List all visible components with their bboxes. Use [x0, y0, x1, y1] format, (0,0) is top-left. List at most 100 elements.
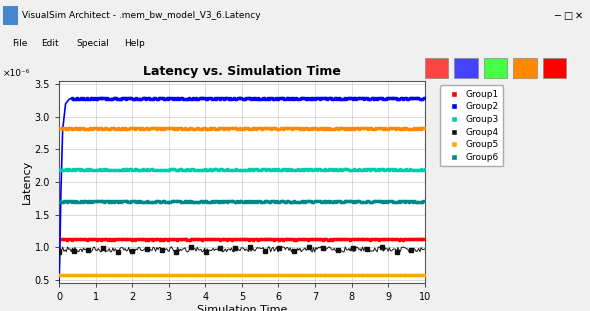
FancyBboxPatch shape: [484, 58, 507, 78]
Group3: [112, 168, 119, 172]
Group4: [408, 248, 415, 252]
Text: File: File: [12, 39, 27, 48]
Group5: [55, 273, 63, 276]
Group1: [361, 238, 368, 241]
Line: Group3: Group3: [58, 168, 426, 171]
Group2: [123, 97, 130, 100]
Line: Group5: Group5: [58, 274, 426, 276]
Y-axis label: Latency: Latency: [22, 160, 32, 204]
Group3: [421, 168, 428, 171]
Group4: [173, 250, 180, 254]
Group2: [421, 96, 428, 100]
Group4: [85, 248, 92, 252]
Group5: [113, 273, 120, 277]
Group2: [287, 96, 294, 100]
FancyBboxPatch shape: [425, 58, 448, 78]
Group1: [112, 237, 119, 241]
Group1: [55, 238, 63, 241]
Group4: [217, 246, 224, 250]
Group5: [284, 273, 291, 277]
X-axis label: Simulation Time: Simulation Time: [196, 305, 287, 311]
Group4: [55, 250, 63, 254]
Group1: [398, 237, 405, 241]
Group3: [266, 167, 273, 171]
Group6: [113, 199, 120, 203]
Group4: [114, 250, 122, 253]
Group1: [264, 237, 271, 241]
Line: Group2: Group2: [71, 97, 426, 100]
Group3: [358, 168, 365, 171]
Group5: [421, 273, 428, 276]
Group6: [55, 200, 63, 203]
Group4: [335, 248, 342, 252]
Group2: [363, 96, 370, 100]
Group4: [290, 249, 297, 253]
Group1: [281, 237, 288, 241]
Group2: [239, 97, 246, 100]
Group3: [282, 168, 289, 171]
Title: Latency vs. Simulation Time: Latency vs. Simulation Time: [143, 65, 341, 78]
FancyBboxPatch shape: [513, 58, 537, 78]
Group4: [158, 248, 165, 252]
Group6: [114, 200, 122, 204]
Group4: [129, 249, 136, 253]
Group5: [234, 273, 241, 277]
Group1: [328, 238, 335, 241]
Group6: [284, 200, 291, 203]
Group4: [276, 247, 283, 250]
Group6: [362, 200, 369, 204]
Group4: [188, 246, 195, 249]
Group4: [232, 246, 239, 250]
Group5: [360, 273, 367, 276]
Text: Help: Help: [124, 39, 145, 48]
Group5: [362, 273, 369, 277]
Text: ×10⁻⁶: ×10⁻⁶: [3, 69, 30, 78]
Group3: [398, 168, 405, 172]
Bar: [3, 6, 18, 25]
Group2: [68, 96, 76, 100]
Group5: [267, 273, 274, 276]
Group4: [143, 247, 150, 251]
Group2: [271, 97, 278, 101]
Group5: [146, 273, 153, 276]
Group4: [320, 246, 327, 250]
Line: Group1: Group1: [58, 238, 426, 241]
Group4: [246, 245, 253, 249]
Group2: [229, 97, 236, 101]
Group3: [361, 168, 368, 171]
FancyBboxPatch shape: [454, 58, 478, 78]
Group6: [421, 200, 428, 203]
Legend: Group1, Group2, Group3, Group4, Group5, Group6: Group1, Group2, Group3, Group4, Group5, …: [440, 86, 503, 166]
Group4: [378, 245, 385, 249]
Group2: [360, 97, 368, 100]
Group1: [231, 237, 238, 241]
Group6: [63, 200, 70, 204]
Group2: [386, 96, 393, 100]
Group4: [393, 250, 400, 253]
Text: ✕: ✕: [575, 11, 583, 21]
Text: □: □: [563, 11, 573, 21]
Text: VisualSim Architect - .mem_bw_model_V3_6.Latency: VisualSim Architect - .mem_bw_model_V3_6…: [22, 11, 261, 20]
Group3: [55, 168, 63, 171]
Group4: [70, 249, 77, 253]
Text: Special: Special: [77, 39, 110, 48]
Group5: [92, 273, 99, 277]
Group4: [202, 250, 209, 253]
Group6: [234, 200, 241, 203]
Text: ─: ─: [555, 11, 560, 21]
Group4: [261, 249, 268, 253]
Line: Group6: Group6: [58, 200, 426, 203]
Line: Group4: Group4: [57, 245, 414, 254]
Group4: [364, 247, 371, 251]
Group4: [305, 246, 312, 249]
Group4: [349, 246, 356, 250]
Group6: [267, 200, 274, 203]
Group1: [358, 238, 365, 241]
Group3: [245, 167, 253, 171]
Group3: [231, 168, 238, 172]
FancyBboxPatch shape: [543, 58, 566, 78]
Group6: [360, 200, 367, 203]
Group4: [100, 246, 107, 250]
Text: Edit: Edit: [41, 39, 59, 48]
Group1: [421, 237, 428, 241]
